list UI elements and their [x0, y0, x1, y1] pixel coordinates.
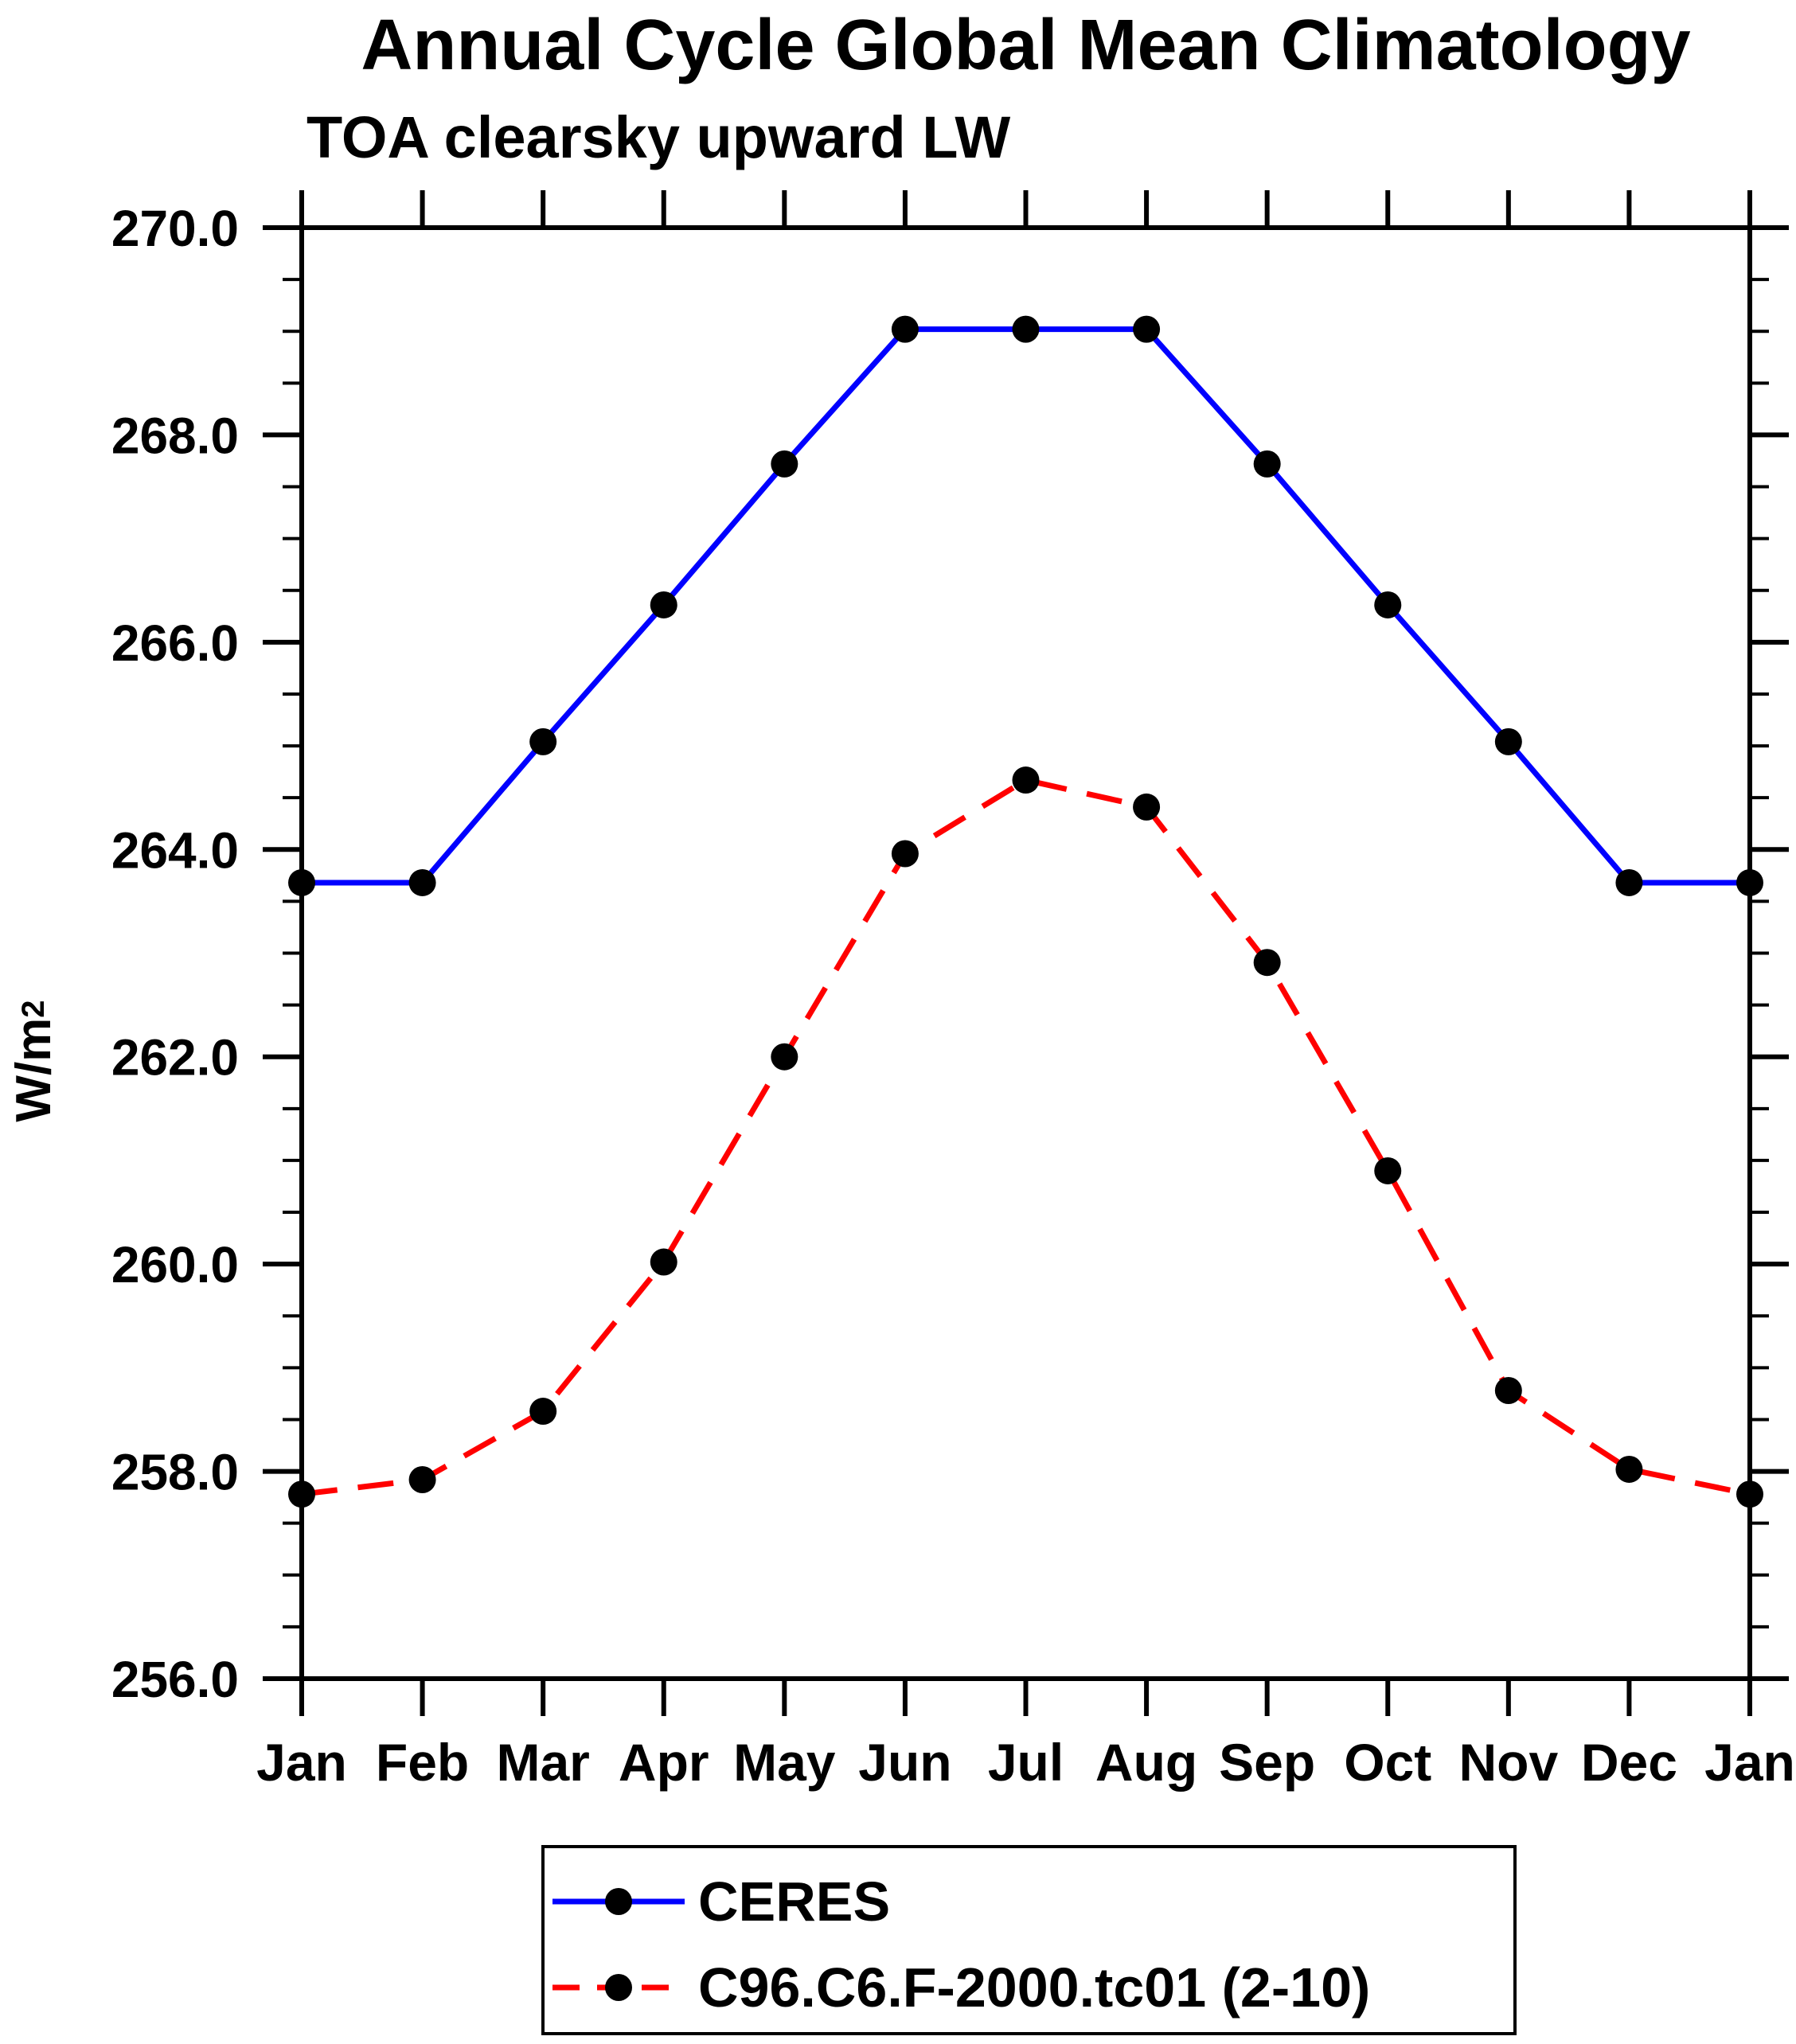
y-tick-label: 270.0 [111, 200, 239, 257]
legend-box: CERES C96.C6.F-2000.tc01 (2-10) [541, 1845, 1517, 2035]
x-tick-label: Dec [1581, 1733, 1677, 1792]
data-point-series-1 [1012, 766, 1040, 794]
legend-label-model: C96.C6.F-2000.tc01 (2-10) [698, 1956, 1371, 2019]
x-tick-label: Aug [1095, 1733, 1197, 1792]
x-tick-label: Jan [256, 1733, 347, 1792]
x-tick-label: Jun [858, 1733, 951, 1792]
legend-ceres-marker [605, 1888, 632, 1915]
data-point-series-0 [529, 727, 557, 755]
x-tick-label: Mar [496, 1733, 589, 1792]
data-point-series-1 [1374, 1157, 1402, 1184]
y-tick-label: 260.0 [111, 1236, 239, 1293]
data-point-series-0 [1494, 727, 1522, 755]
x-tick-label: Apr [619, 1733, 709, 1792]
data-point-series-1 [650, 1248, 677, 1276]
chart-title: Annual Cycle Global Mean Climatology [361, 6, 1691, 85]
x-tick-label: Oct [1344, 1733, 1431, 1792]
x-tick-label: Jan [1704, 1733, 1795, 1792]
data-point-series-1 [1615, 1455, 1643, 1483]
data-point-series-0 [891, 315, 919, 343]
data-point-series-0 [1012, 315, 1040, 343]
legend-ceres-line-icon [552, 1888, 685, 1915]
y-tick-label: 256.0 [111, 1651, 239, 1708]
x-tick-label: Nov [1458, 1733, 1558, 1792]
x-tick-label: Sep [1219, 1733, 1315, 1792]
data-point-series-1 [891, 840, 919, 868]
legend-label-ceres: CERES [698, 1870, 891, 1933]
x-tick-label: May [733, 1733, 836, 1792]
data-point-series-0 [1736, 868, 1763, 896]
series-line-1 [301, 777, 1751, 1497]
legend-entry-ceres: CERES [547, 1870, 890, 1933]
data-point-series-0 [650, 591, 677, 618]
chart-subtitle: TOA clearsky upward LW [306, 104, 1011, 170]
data-point-series-0 [1253, 450, 1281, 478]
data-point-series-1 [1133, 793, 1161, 821]
x-tick-label: Jul [988, 1733, 1064, 1792]
data-point-series-1 [1736, 1480, 1763, 1508]
series-line-0 [302, 326, 1750, 886]
data-point-series-1 [1253, 949, 1281, 977]
legend-model-line-icon [552, 1974, 685, 2001]
y-tick-label: 268.0 [111, 407, 239, 464]
data-point-series-0 [1374, 591, 1402, 618]
y-tick-label: 262.0 [111, 1029, 239, 1086]
y-tick-label: 258.0 [111, 1444, 239, 1501]
legend-entry-model: C96.C6.F-2000.tc01 (2-10) [547, 1956, 1370, 2019]
y-tick-label: 264.0 [111, 821, 239, 879]
data-point-series-1 [771, 1043, 798, 1071]
data-point-series-1 [408, 1465, 436, 1493]
data-point-series-0 [288, 868, 315, 896]
legend-model-marker [605, 1974, 632, 2001]
data-point-series-0 [408, 868, 436, 896]
y-tick-label: 266.0 [111, 614, 239, 672]
data-point-series-1 [288, 1480, 315, 1508]
data-point-series-0 [1615, 868, 1643, 896]
data-point-series-0 [771, 450, 798, 478]
data-point-series-0 [1133, 315, 1161, 343]
data-point-series-1 [1494, 1377, 1522, 1405]
data-point-series-1 [529, 1398, 557, 1426]
x-tick-label: Feb [376, 1733, 469, 1792]
